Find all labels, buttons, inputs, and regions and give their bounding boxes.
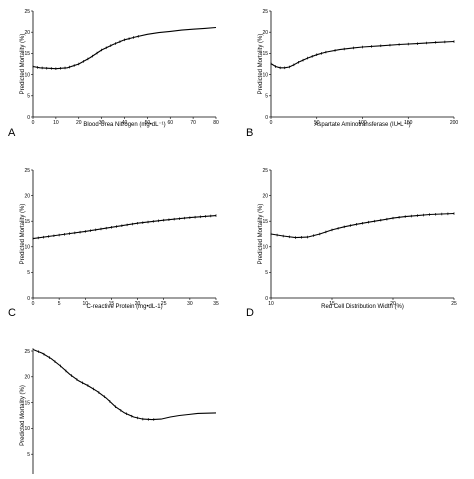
y-tick-label: 10 [24, 426, 30, 432]
x-axis-title: Blood Urea Nitrogen (mg•dL⁻¹) [83, 122, 165, 128]
panel-letter: D [246, 307, 254, 319]
x-tick-label: 10 [268, 301, 274, 307]
y-tick-label: 5 [265, 94, 268, 100]
x-axis-title: C-reactive Protein (mg•dL-1) [86, 304, 162, 310]
y-tick-label: 5 [27, 94, 30, 100]
panel-d: 0 5 10 15 20 25 10 15 20 25 Predicted Mortality (%… [246, 168, 457, 319]
series-line [270, 212, 455, 239]
x-axis-title: Aspartate Aminotransferase (IU•L⁻¹) [314, 122, 410, 128]
y-tick-label: 20 [24, 193, 30, 199]
y-tick-label: 0 [27, 296, 30, 302]
y-axis-title: Predicted Mortality (%) [258, 204, 264, 265]
x-tick-label: 50 [145, 120, 151, 126]
x-tick-label: 35 [213, 301, 219, 307]
x-tick-label: 0 [32, 120, 35, 126]
x-axis-title: Red Cell Distribution Width (%) [321, 304, 404, 310]
x-tick-label: 60 [167, 120, 173, 126]
series-line [32, 348, 217, 421]
panel-letter: A [8, 127, 16, 139]
series-line [270, 40, 455, 69]
y-tick-label: 10 [24, 72, 30, 78]
y-tick-label: 25 [24, 168, 30, 174]
y-tick-label: 25 [24, 9, 30, 15]
x-tick-label: 20 [135, 301, 141, 307]
x-tick-label: 20 [390, 301, 396, 307]
x-tick-label: 10 [53, 120, 59, 126]
series-line [32, 215, 217, 240]
y-axis-title: Predicted Mortality (%) [20, 204, 26, 265]
y-tick-label: 20 [24, 30, 30, 36]
y-tick-label: 20 [262, 30, 268, 36]
y-tick-label: 20 [24, 375, 30, 381]
x-tick-label: 150 [404, 120, 413, 126]
y-tick-label: 10 [262, 245, 268, 251]
y-axis-title: Predicted Mortality (%) [20, 34, 26, 95]
x-tick-label: 30 [99, 120, 105, 126]
y-tick-label: 0 [265, 115, 268, 121]
x-tick-label: 50 [314, 120, 320, 126]
x-tick-label: 30 [187, 301, 193, 307]
y-tick-label: 5 [27, 270, 30, 276]
y-tick-label: 25 [262, 9, 268, 15]
y-axis-title: Predicted Mortality (%) [258, 34, 264, 95]
y-tick-label: 15 [24, 219, 30, 225]
panel-letter: B [246, 127, 253, 139]
x-tick-label: 15 [109, 301, 115, 307]
x-tick-label: 70 [190, 120, 196, 126]
y-tick-label: 20 [262, 193, 268, 199]
x-tick-label: 5 [58, 301, 61, 307]
y-tick-label: 0 [27, 115, 30, 121]
y-tick-label: 15 [24, 400, 30, 406]
y-tick-label: 0 [265, 296, 268, 302]
x-tick-label: 200 [450, 120, 459, 126]
y-tick-label: 10 [262, 72, 268, 78]
y-tick-label: 25 [262, 168, 268, 174]
x-tick-label: 20 [76, 120, 82, 126]
x-tick-label: 25 [451, 301, 457, 307]
y-tick-label: 5 [265, 270, 268, 276]
x-tick-label: 100 [358, 120, 367, 126]
y-tick-label: 15 [24, 51, 30, 57]
x-tick-label: 0 [270, 120, 273, 126]
x-tick-label: 40 [122, 120, 128, 126]
y-tick-label: 25 [24, 349, 30, 355]
series-line [32, 26, 217, 70]
panel-e: 5 10 15 20 25 Predicted Mortality (%) [20, 348, 217, 479]
panel-c: 0 5 10 15 20 25 0 5 10 15 20 25 30 35 Predicted Mortal… [8, 168, 219, 319]
y-tick-label: 15 [262, 219, 268, 225]
x-tick-label: 25 [161, 301, 167, 307]
panel-a: 0 5 10 15 20 25 0 10 20 30 40 50 60 70 80 Predicted Mor… [8, 9, 219, 139]
panel-letter: C [8, 307, 16, 319]
x-tick-label: 10 [83, 301, 89, 307]
x-tick-label: 15 [329, 301, 335, 307]
panel-b: 0 5 10 15 20 25 0 50 100 150 200 Predicted Mortalit… [246, 9, 458, 139]
x-tick-label: 80 [213, 120, 219, 126]
y-tick-label: 15 [262, 51, 268, 57]
y-axis-title: Predicted Mortality (%) [20, 385, 26, 446]
y-tick-label: 10 [24, 245, 30, 251]
y-tick-label: 5 [27, 452, 30, 458]
x-tick-label: 0 [32, 301, 35, 307]
